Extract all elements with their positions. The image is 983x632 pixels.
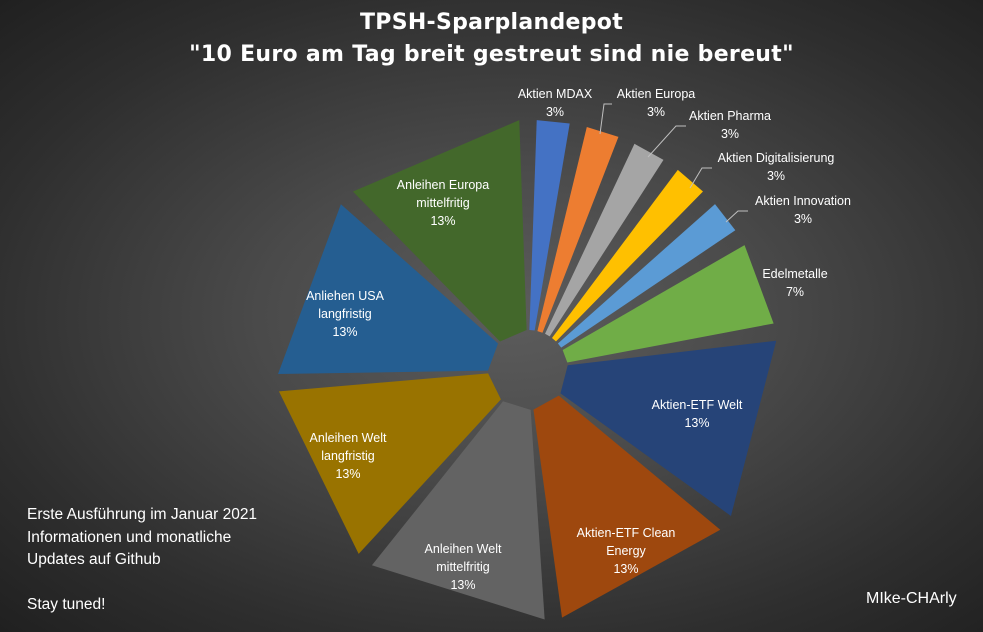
slice-label-3: Aktien Pharma 3% [689,109,771,141]
slice-label-5: Aktien Innovation 3% [755,194,851,226]
slice-label-12: Anleihen Europa mittelfritig 13% [397,178,489,228]
slice-label-2: Aktien Europa 3% [617,87,696,119]
leader-line-4 [689,167,712,189]
slice-label-6: Edelmetalle 7% [762,267,827,299]
pie-slice-12 [352,120,527,342]
chart-subtitle: "10 Euro am Tag breit gestreut sind nie … [189,42,794,67]
leader-line-2 [599,103,612,135]
note-line-2: Informationen und monatliche [27,529,232,546]
pie-slice-1 [529,120,570,331]
slice-label-10: Anleihen Welt langfristig 13% [310,431,387,481]
author-signature: MIke-CHArly [866,590,957,607]
note-line-1: Erste Ausführung im Januar 2021 [27,506,258,523]
pie-slice-2 [537,127,619,333]
slice-label-9: Anleihen Welt mittelfritig 13% [425,542,502,592]
pie-slice-4 [551,169,703,342]
slice-label-7: Aktien-ETF Welt 13% [652,398,743,430]
pie-slice-11 [278,204,499,374]
slice-label-8: Aktien-ETF Clean Energy 13% [577,526,676,576]
pie-slice-10 [278,373,501,554]
leader-line-3 [647,125,686,158]
pie-slice-8 [533,395,721,618]
leader-line-5 [725,210,748,223]
note-line-4: Stay tuned! [27,596,106,613]
chart-title: TPSH-Sparplandepot [359,10,624,35]
pie-slice-6 [562,245,774,363]
note-line-3: Updates auf Github [27,551,161,568]
slice-label-4: Aktien Digitalisierung 3% [718,151,835,183]
pie-slice-7 [560,340,777,516]
pie-slice-3 [545,143,664,337]
slice-label-1: Aktien MDAX 3% [518,87,593,119]
slice-label-11: Anliehen USA langfristig 13% [306,289,384,339]
pie-slice-5 [557,204,736,348]
pie-slice-9 [371,401,545,620]
